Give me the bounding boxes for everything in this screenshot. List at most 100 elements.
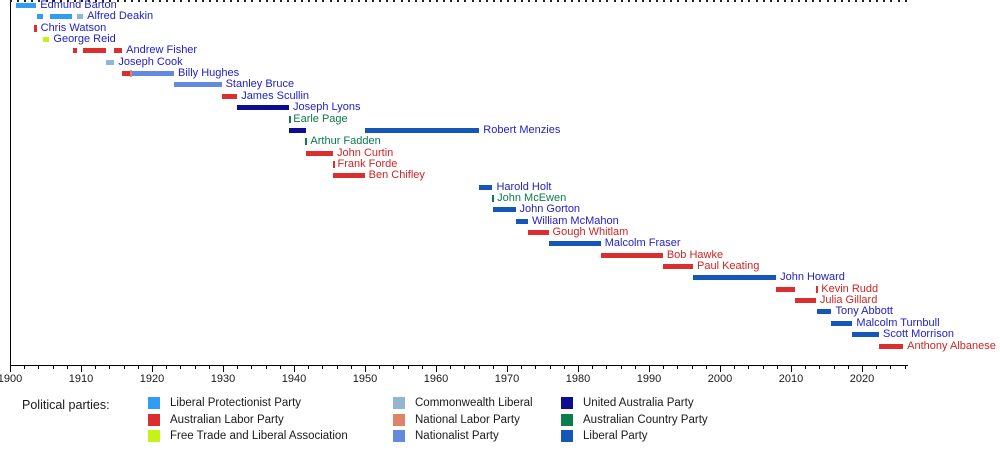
pm-name-label: Bob Hawke xyxy=(666,248,724,261)
top-axis-tick xyxy=(712,0,715,2)
x-axis-major-tick xyxy=(862,366,863,372)
top-axis-tick xyxy=(869,0,872,2)
top-axis-tick xyxy=(776,0,779,2)
x-axis-minor-tick xyxy=(208,366,210,369)
x-axis-minor-tick xyxy=(521,366,523,369)
top-axis-tick xyxy=(663,0,666,2)
top-axis-tick xyxy=(791,0,793,2)
term-bar-liberal xyxy=(493,207,516,213)
legend-swatch-nationalist xyxy=(393,430,405,443)
x-axis-tick-label: 1950 xyxy=(352,373,378,385)
x-axis-minor-tick xyxy=(478,366,480,369)
top-axis-tick xyxy=(641,0,644,2)
x-axis-minor-tick xyxy=(663,366,665,369)
top-axis-tick xyxy=(421,0,424,2)
x-axis-minor-tick xyxy=(66,366,68,369)
top-axis-tick xyxy=(670,0,673,2)
x-axis-minor-tick xyxy=(279,366,281,369)
top-axis-tick xyxy=(535,0,538,2)
top-axis-tick xyxy=(897,0,900,2)
x-axis-tick-label: 1920 xyxy=(139,373,165,385)
top-axis-tick xyxy=(428,0,431,2)
top-axis-tick xyxy=(450,0,453,2)
x-axis-minor-tick xyxy=(464,366,466,369)
top-axis-tick xyxy=(436,0,438,2)
top-axis-tick xyxy=(755,0,758,2)
top-axis-tick xyxy=(223,0,225,2)
term-bar-country xyxy=(492,194,495,202)
x-axis-tick-label: 1900 xyxy=(0,373,23,385)
top-axis-tick xyxy=(769,0,772,2)
pm-name-label: William McMahon xyxy=(531,214,619,227)
top-axis-tick xyxy=(499,0,502,2)
legend-swatch-labor xyxy=(148,413,160,426)
top-axis-tick xyxy=(59,0,62,2)
top-axis-tick xyxy=(883,0,886,2)
x-axis-minor-tick xyxy=(549,366,551,369)
top-axis-tick xyxy=(109,0,112,2)
pm-name-label: George Reid xyxy=(53,33,116,46)
top-axis-tick xyxy=(308,0,311,2)
term-bar-labor xyxy=(73,48,77,54)
term-bar-united_australia xyxy=(289,127,306,133)
legend-swatch-liberal xyxy=(561,430,573,443)
x-axis-major-tick xyxy=(365,366,366,372)
pm-name-label: Paul Keating xyxy=(697,260,760,273)
top-axis-tick xyxy=(649,0,651,2)
top-axis-tick xyxy=(734,0,737,2)
top-axis-tick xyxy=(166,0,169,2)
top-axis-tick xyxy=(684,0,687,2)
top-axis-tick xyxy=(620,0,623,2)
top-axis-tick xyxy=(66,0,69,2)
x-axis-minor-tick xyxy=(350,366,352,369)
top-axis-tick xyxy=(73,0,76,2)
term-bar-labor xyxy=(527,230,549,235)
x-axis-minor-tick xyxy=(904,366,906,369)
x-axis-major-tick xyxy=(507,366,508,372)
top-axis-tick xyxy=(152,0,154,2)
x-axis-tick-label: 1970 xyxy=(494,373,520,385)
x-axis-tick-label: 1980 xyxy=(565,373,591,385)
top-axis-tick xyxy=(258,0,261,2)
pm-name-label: Earle Page xyxy=(293,112,348,125)
x-axis-tick-label: 1930 xyxy=(210,373,236,385)
top-axis-tick xyxy=(549,0,552,2)
term-bar-labor xyxy=(333,160,336,168)
pm-name-label: Tony Abbott xyxy=(835,305,893,318)
term-bar-labor xyxy=(306,150,334,156)
top-axis-tick xyxy=(187,0,190,2)
x-axis-minor-tick xyxy=(180,366,182,369)
term-bar-country xyxy=(288,115,291,123)
x-axis-minor-tick xyxy=(237,366,239,369)
x-axis-minor-tick xyxy=(38,366,40,369)
legend-swatch-united_australia xyxy=(561,397,573,409)
top-axis-tick xyxy=(194,0,197,2)
pm-name-label: Frank Forde xyxy=(337,157,398,170)
x-axis-minor-tick xyxy=(251,366,253,369)
x-axis-tick-label: 1910 xyxy=(68,373,94,385)
legend-label-nationalist: Nationalist Party xyxy=(415,430,499,443)
x-axis-minor-tick xyxy=(421,366,423,369)
top-axis-tick xyxy=(890,0,893,2)
top-axis-tick xyxy=(251,0,254,2)
x-axis-major-tick xyxy=(294,366,295,372)
x-axis-major-tick xyxy=(791,366,792,372)
top-axis-tick xyxy=(52,0,55,2)
top-axis-tick xyxy=(301,0,304,2)
legend-swatch-country xyxy=(561,413,573,426)
pm-name-label: John McEwen xyxy=(497,191,567,204)
pm-name-label: John Gorton xyxy=(519,203,581,216)
top-axis-tick xyxy=(208,0,211,2)
top-axis-tick xyxy=(230,0,233,2)
top-axis-tick xyxy=(95,0,98,2)
term-bar-commonwealth_liberal xyxy=(76,14,84,20)
top-axis-tick xyxy=(563,0,566,2)
legend-label-national_labor: National Labor Party xyxy=(415,413,520,426)
x-axis-major-tick xyxy=(436,366,437,372)
x-axis-major-tick xyxy=(223,366,224,372)
term-bar-liberal xyxy=(693,275,777,281)
top-axis-tick xyxy=(88,0,91,2)
x-axis-minor-tick xyxy=(705,366,707,369)
pm-name-label: John Howard xyxy=(780,271,845,284)
top-axis-tick xyxy=(464,0,467,2)
